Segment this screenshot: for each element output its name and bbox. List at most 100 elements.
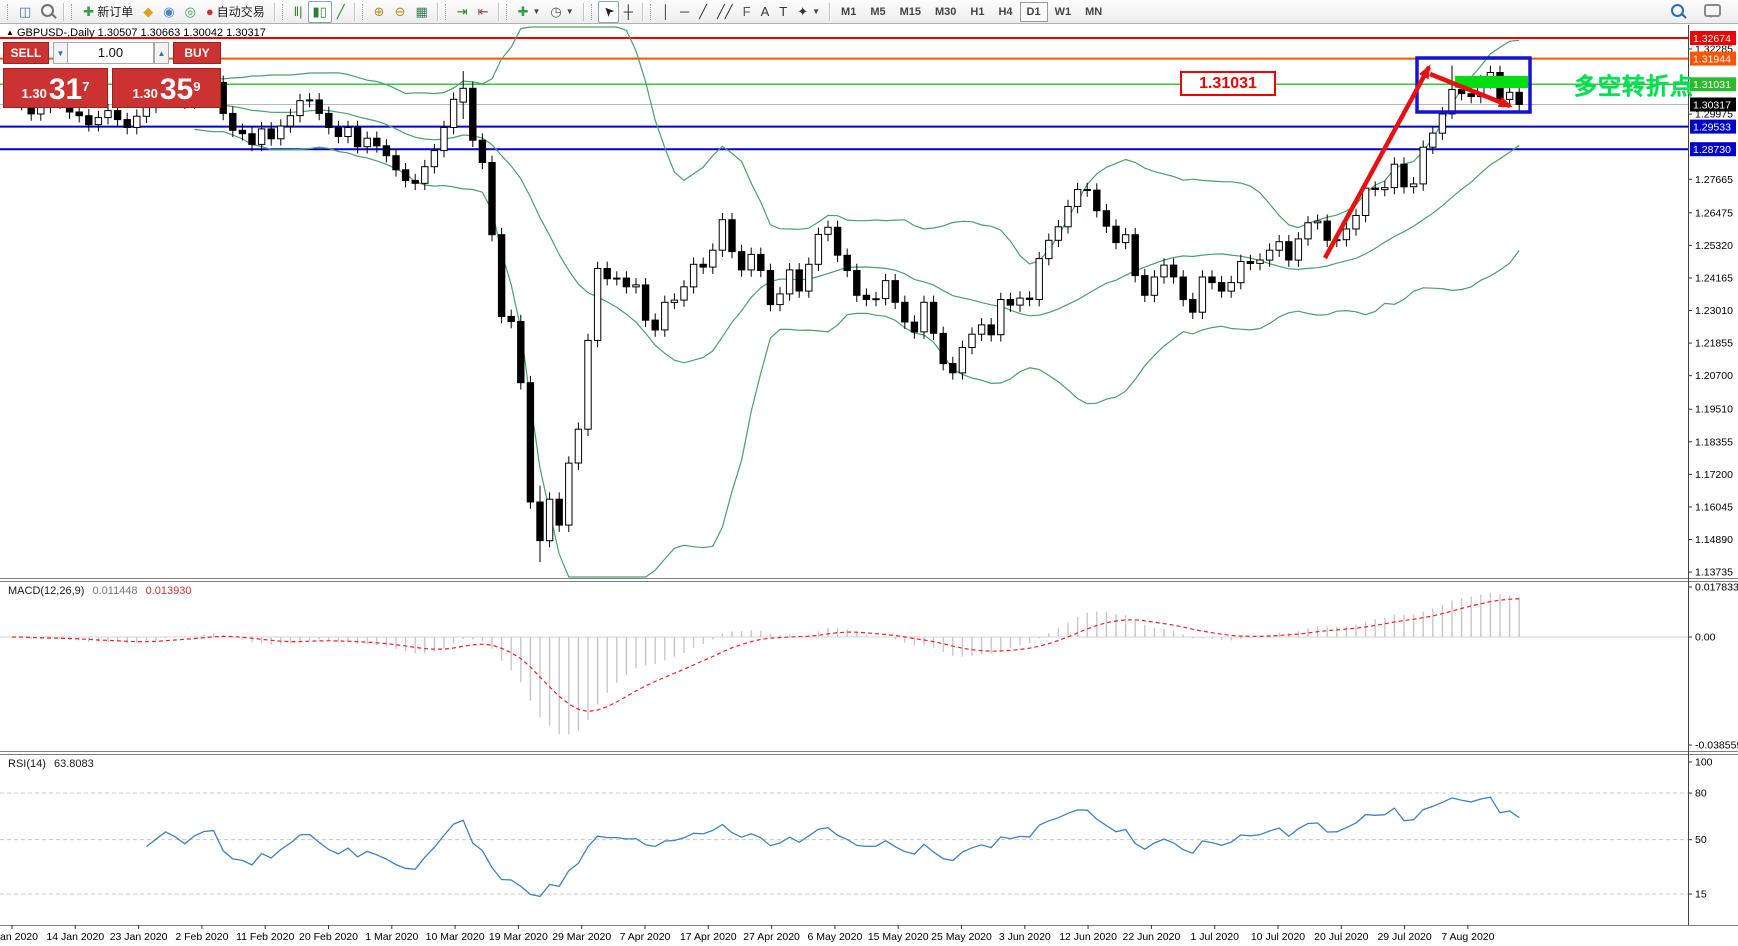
candle-body xyxy=(94,117,103,126)
crosshair-icon: ┼ xyxy=(623,4,633,19)
volume-increase-button[interactable]: ▲ xyxy=(154,42,169,64)
candle-body xyxy=(709,249,717,268)
buy-button[interactable]: BUY xyxy=(173,42,221,64)
dropdown-caret-icon[interactable]: ▼ xyxy=(532,7,541,16)
trendline-button[interactable]: ╱ xyxy=(694,1,712,23)
toolbar-grip xyxy=(590,3,595,20)
candle-body xyxy=(75,111,83,117)
toolbar-grip xyxy=(281,3,286,20)
auto-scroll-button[interactable]: ⇥ xyxy=(452,1,473,23)
arrows-button[interactable]: ✦ ▼ xyxy=(792,1,825,23)
macd-tick-label: 0.00 xyxy=(1695,632,1716,644)
chart-shift-button[interactable]: ⇤ xyxy=(473,1,494,23)
timeframe-h1-button[interactable]: H1 xyxy=(970,5,985,18)
candle-body xyxy=(344,127,352,137)
timeframe-d1-button[interactable]: D1 xyxy=(1019,1,1048,22)
main-chart-panel[interactable] xyxy=(0,25,1738,578)
candle-body xyxy=(555,498,563,526)
candle-body xyxy=(449,98,458,129)
signals-button[interactable]: ◎ xyxy=(180,1,201,23)
candle-body xyxy=(891,280,899,303)
timeframe-h4-button[interactable]: H4 xyxy=(998,5,1013,18)
candle-body xyxy=(958,347,967,374)
price-tick-label: 1.17200 xyxy=(1695,469,1733,481)
candle-body xyxy=(104,110,112,119)
toolbar-separator xyxy=(63,2,65,21)
buy-price-prefix: 1.30 xyxy=(132,86,158,101)
candlestick-chart-button[interactable]: ▮▯ xyxy=(307,0,332,23)
zoom-in-button[interactable]: ⊕ xyxy=(369,1,390,23)
zoom-out-button[interactable]: ⊖ xyxy=(390,1,411,23)
crosshair-button[interactable]: ┼ xyxy=(619,1,638,23)
timeframe-m5-button[interactable]: M5 xyxy=(870,5,886,18)
text-icon: A xyxy=(760,4,770,19)
price-badge xyxy=(1690,31,1736,45)
autotrading-button[interactable]: ● 自动交易 xyxy=(201,1,270,23)
chart-window-icon: ◫ xyxy=(19,4,32,19)
fibonacci-button[interactable]: F xyxy=(738,1,756,23)
candle-body xyxy=(574,428,583,464)
candle-body xyxy=(133,115,141,128)
chart-window-button[interactable]: ◫ xyxy=(14,1,36,23)
line-chart-button[interactable]: ╱ xyxy=(332,1,350,23)
equidistant-channel-button[interactable]: ╱╱ xyxy=(712,1,738,23)
profile-button[interactable]: ◉ xyxy=(158,1,179,23)
text-label-button[interactable]: T xyxy=(774,1,792,23)
timeframe-w1-button[interactable]: W1 xyxy=(1054,5,1072,18)
dropdown-caret-icon[interactable]: ▼ xyxy=(812,7,821,16)
toolbox-button[interactable]: ◆ xyxy=(138,1,158,23)
periods-button[interactable]: ◷ ▼ xyxy=(545,1,578,23)
date-label: 10 Jul 2020 xyxy=(1251,931,1305,943)
trend-arrow-down[interactable] xyxy=(1429,71,1513,109)
macd-panel[interactable] xyxy=(0,582,1738,751)
horizontal-line-button[interactable]: ─ xyxy=(675,1,694,23)
price-level-label[interactable]: 1.31031 xyxy=(1180,71,1276,96)
search-button[interactable] xyxy=(1666,1,1689,23)
candle-body xyxy=(997,299,1005,336)
date-label: 11 Feb 2020 xyxy=(236,931,294,943)
timeframe-m1-button[interactable]: M1 xyxy=(841,5,857,18)
candle-body xyxy=(1198,276,1207,313)
trend-arrow-up[interactable] xyxy=(1323,64,1431,260)
candle-body xyxy=(459,87,467,103)
dropdown-caret-icon[interactable]: ▼ xyxy=(565,7,574,16)
candle-body xyxy=(1160,264,1168,278)
sell-price-prefix: 1.30 xyxy=(21,86,47,101)
date-label: 6 May 2020 xyxy=(807,931,862,943)
candle-body xyxy=(776,293,784,306)
vertical-line-button[interactable]: │ xyxy=(657,1,675,23)
toolbar-grip xyxy=(71,3,75,20)
market-watch-button[interactable] xyxy=(36,1,59,23)
chat-button[interactable] xyxy=(1699,1,1726,23)
candle-body xyxy=(1150,276,1159,296)
timeframe-m15-button[interactable]: M15 xyxy=(899,5,922,18)
bar-chart-button[interactable]: ‖| xyxy=(289,1,308,23)
date-label: 1 Jul 2020 xyxy=(1190,931,1239,943)
candle-body xyxy=(1083,189,1091,191)
sell-price-quote[interactable]: 1.30 31 7 xyxy=(3,68,108,108)
date-label: 10 Mar 2020 xyxy=(426,931,485,943)
highlight-band[interactable] xyxy=(1455,76,1528,88)
timeframe-mn-button[interactable]: MN xyxy=(1085,5,1103,18)
candle-body xyxy=(85,115,93,126)
candle-body xyxy=(853,270,861,296)
candle-body xyxy=(545,498,554,542)
sell-button[interactable]: SELL xyxy=(3,42,49,64)
candle-body xyxy=(680,286,688,301)
new-order-button[interactable]: ✚ 新订单 xyxy=(78,1,138,23)
volume-decrease-button[interactable]: ▼ xyxy=(53,42,68,64)
rsi-tick-label: 50 xyxy=(1695,834,1707,846)
candle-body xyxy=(670,299,679,303)
cursor-button[interactable]: ➤ xyxy=(597,0,619,23)
indicators-button[interactable]: ✚ ▼ xyxy=(513,1,546,23)
timeframe-m30-button[interactable]: M30 xyxy=(935,5,957,18)
volume-input[interactable]: 1.00 xyxy=(67,42,154,64)
price-badge-label: 1.29533 xyxy=(1693,121,1731,133)
turning-point-annotation[interactable]: 多空转折点 xyxy=(1574,73,1694,99)
date-label: 20 Feb 2020 xyxy=(299,931,358,943)
candle-body xyxy=(1381,187,1389,191)
buy-price-quote[interactable]: 1.30 35 9 xyxy=(112,68,221,108)
tile-windows-button[interactable]: ▦ xyxy=(410,1,432,23)
text-button[interactable]: A xyxy=(756,1,775,23)
